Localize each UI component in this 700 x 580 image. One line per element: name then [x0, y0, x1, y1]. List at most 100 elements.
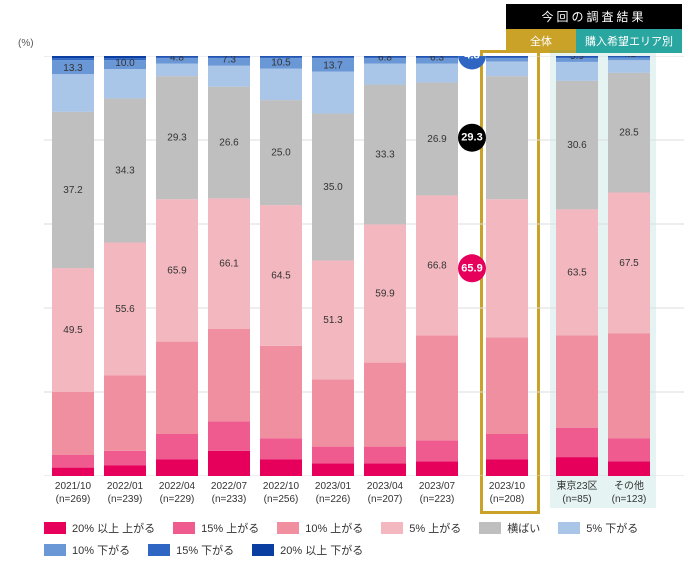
legend-item: 10% 下がる	[44, 542, 130, 558]
callout-value: 29.3	[461, 132, 482, 144]
legend-swatch	[44, 544, 66, 556]
legend-swatch	[558, 522, 580, 534]
bar-value-label: 7.3	[222, 56, 236, 66]
bar-segment	[416, 461, 458, 476]
bar-segment	[156, 459, 198, 476]
legend-label: 15% 上がる	[201, 520, 259, 536]
bar-segment	[52, 74, 94, 112]
bar-value-label: 64.5	[271, 270, 291, 281]
x-label: 2022/01(n=239)	[95, 480, 155, 506]
bar-segment	[104, 451, 146, 466]
bar-segment	[104, 466, 146, 477]
legend-item: 横ばい	[479, 520, 540, 536]
plot-area: 02040608010049.537.213.355.634.310.065.9…	[44, 56, 684, 476]
bar-value-label: 66.1	[219, 259, 239, 270]
bar-segment	[52, 455, 94, 468]
legend-swatch	[381, 522, 403, 534]
y-axis-unit: (%)	[18, 38, 34, 49]
x-label: 2022/10(n=256)	[251, 480, 311, 506]
bar-value-label: 67.5	[619, 258, 639, 269]
bar-value-label: 26.6	[219, 138, 239, 149]
bar-segment	[556, 335, 598, 427]
bar-value-label: 6.8	[378, 56, 392, 64]
bar-value-label: 10.0	[115, 58, 135, 69]
bar-value-label: 65.9	[167, 265, 187, 276]
legend-swatch	[148, 544, 170, 556]
bar-value-label: 33.3	[375, 149, 395, 160]
legend-item: 5% 下がる	[558, 520, 638, 536]
x-label: 2023/01(n=226)	[303, 480, 363, 506]
bar-segment	[608, 60, 650, 73]
bar-segment	[608, 461, 650, 476]
callout-value: 65.9	[461, 262, 482, 274]
bar-value-label: 63.5	[567, 267, 587, 278]
legend-label: 10% 下がる	[72, 542, 130, 558]
legend-label: 20% 以上 上がる	[72, 520, 155, 536]
bar-value-label: 4.1	[622, 56, 636, 60]
bar-value-label: 29.3	[167, 133, 187, 144]
bar-segment	[52, 392, 94, 455]
bar-segment	[52, 468, 94, 476]
x-label: 2022/07(n=233)	[199, 480, 259, 506]
legend-label: 5% 下がる	[586, 520, 638, 536]
bar-segment	[486, 434, 528, 459]
bar-segment	[260, 438, 302, 459]
bar-segment	[156, 64, 198, 77]
legend-item: 20% 以上 下がる	[252, 542, 363, 558]
bar-value-label: 5.9	[570, 56, 584, 62]
bar-segment	[312, 447, 354, 464]
header-top-label: 今回の調査結果	[506, 4, 682, 29]
legend-swatch	[479, 522, 501, 534]
legend-swatch	[44, 522, 66, 534]
legend-item: 15% 上がる	[173, 520, 259, 536]
bar-segment	[208, 421, 250, 450]
bar-value-label: 49.5	[63, 325, 83, 336]
legend-item: 15% 下がる	[148, 542, 234, 558]
legend-label: 15% 下がる	[176, 542, 234, 558]
bar-segment	[364, 463, 406, 476]
legend-label: 横ばい	[507, 520, 540, 536]
bar-value-label: 13.7	[323, 61, 343, 72]
bar-segment	[486, 61, 528, 76]
bar-value-label: 34.3	[115, 165, 135, 176]
bar-segment	[208, 451, 250, 476]
legend-swatch	[277, 522, 299, 534]
bar-segment	[260, 69, 302, 101]
bar-segment	[486, 58, 528, 61]
bar-segment	[364, 363, 406, 447]
bar-value-label: 25.0	[271, 148, 291, 159]
bar-segment	[104, 375, 146, 451]
bar-segment	[364, 447, 406, 464]
bar-segment	[556, 62, 598, 81]
x-label: 2022/04(n=229)	[147, 480, 207, 506]
bar-segment	[416, 440, 458, 461]
bar-segment	[486, 337, 528, 434]
bar-segment	[556, 428, 598, 457]
bar-segment	[156, 342, 198, 434]
bar-segment	[486, 199, 528, 337]
bar-segment	[312, 56, 354, 57]
bar-segment	[52, 58, 94, 60]
bar-segment	[260, 346, 302, 438]
bar-segment	[416, 64, 458, 83]
bar-segment	[104, 69, 146, 98]
bar-segment	[486, 57, 528, 58]
bar-segment	[312, 463, 354, 476]
chart-container: 今回の調査結果 全体 購入希望エリア別 (%) 02040608010049.5…	[0, 0, 700, 580]
x-label: 2023/07(n=223)	[407, 480, 467, 506]
legend-item: 10% 上がる	[277, 520, 363, 536]
bar-value-label: 10.5	[271, 58, 291, 69]
legend-label: 20% 以上 下がる	[280, 542, 363, 558]
bar-value-label: 35.0	[323, 182, 343, 193]
bar-segment	[208, 329, 250, 421]
bar-value-label: 59.9	[375, 289, 395, 300]
bar-value-label: 13.3	[63, 63, 83, 74]
bar-value-label: 28.5	[619, 128, 639, 139]
bar-value-label: 55.6	[115, 304, 135, 315]
bar-value-label: 37.2	[63, 185, 83, 196]
x-label: 2023/10(n=208)	[477, 480, 537, 506]
legend-swatch	[252, 544, 274, 556]
bar-segment	[486, 76, 528, 199]
bar-value-label: 30.6	[567, 140, 587, 151]
bar-segment	[208, 66, 250, 87]
